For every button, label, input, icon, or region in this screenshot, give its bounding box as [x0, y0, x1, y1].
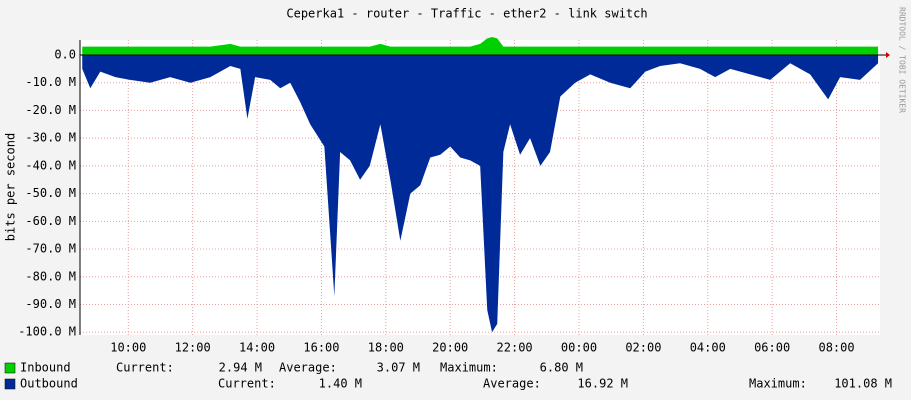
y-tick-label: -90.0 M [25, 297, 76, 311]
x-tick-label: 18:00 [368, 341, 404, 355]
y-tick-label: -40.0 M [25, 158, 76, 172]
x-tick-label: 02:00 [625, 341, 661, 355]
legend-stat: Average: [483, 377, 541, 391]
x-tick-label: 22:00 [497, 341, 533, 355]
legend-stat: 3.07 M [377, 361, 420, 375]
y-tick-label: -20.0 M [25, 103, 76, 117]
x-tick-label: 14:00 [239, 341, 275, 355]
legend-stat: 1.40 M [319, 377, 362, 391]
x-tick-label: 08:00 [818, 341, 854, 355]
y-tick-label: -50.0 M [25, 186, 76, 200]
y-tick-label: -30.0 M [25, 131, 76, 145]
legend-stat: 2.94 M [219, 361, 262, 375]
y-tick-label: -100.0 M [18, 325, 76, 339]
area [82, 54, 879, 333]
legend-stat: 101.08 M [834, 377, 892, 391]
y-tick-label: -10.0 M [25, 75, 76, 89]
area [82, 36, 879, 55]
y-tick-label: -80.0 M [25, 269, 76, 283]
x-tick-label: 16:00 [303, 341, 339, 355]
legend-stat: Current: [116, 361, 174, 375]
legend-stat: Maximum: [440, 361, 498, 375]
x-tick-label: 04:00 [690, 341, 726, 355]
legend-stat: 16.92 M [577, 377, 628, 391]
legend-stat: Maximum: [749, 377, 807, 391]
legend-stat: Average: [279, 361, 337, 375]
x-tick-label: 12:00 [175, 341, 211, 355]
x-tick-label: 00:00 [561, 341, 597, 355]
y-tick-label: 0.0 [54, 47, 76, 61]
legend-label: Outbound [20, 377, 78, 391]
legend-swatch [4, 362, 16, 374]
x-axis-arrow [886, 51, 890, 58]
legend-stat: 6.80 M [540, 361, 583, 375]
x-tick-label: 20:00 [432, 341, 468, 355]
y-tick-label: -60.0 M [25, 214, 76, 228]
chart-title: Ceperka1 - router - Traffic - ether2 - l… [286, 7, 647, 21]
legend-label: Inbound [20, 361, 71, 375]
legend-stat: Current: [218, 377, 276, 391]
x-tick-label: 10:00 [110, 341, 146, 355]
legend-swatch [4, 378, 16, 390]
y-axis-label: bits per second [4, 133, 18, 241]
x-tick-label: 06:00 [754, 341, 790, 355]
watermark: RRDTOOL / TOBI OETIKER [898, 7, 907, 113]
y-tick-label: -70.0 M [25, 242, 76, 256]
